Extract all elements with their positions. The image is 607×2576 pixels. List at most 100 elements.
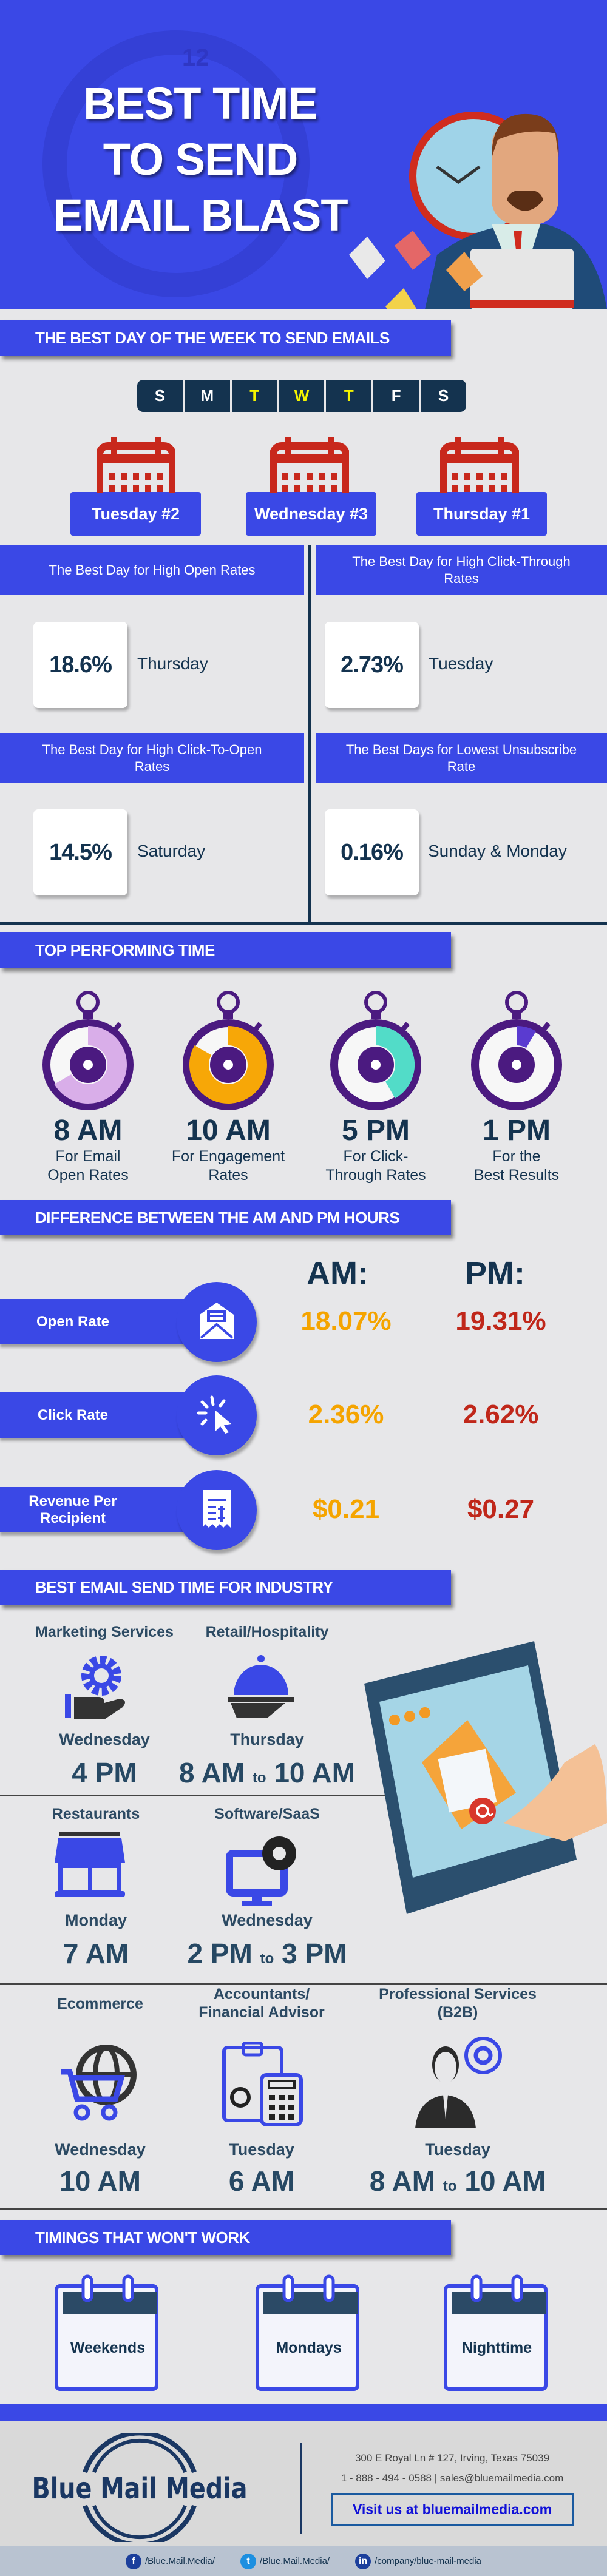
social-handle: /company/blue-mail-media	[375, 2556, 482, 2566]
social-linkedin[interactable]: in/company/blue-mail-media	[355, 2553, 482, 2569]
stat-heading: The Best Day for High Open Rates	[0, 545, 304, 595]
am-value: 2.36%	[308, 1400, 384, 1429]
industry-day: Monday	[64, 1911, 127, 1929]
top-time-desc: For Click-	[343, 1148, 409, 1165]
wont-work-calendar: Nighttime	[443, 2274, 551, 2392]
time-from: 2 PM	[187, 1938, 253, 1969]
social-bar: f/Blue.Mail.Media/ t/Blue.Mail.Media/ in…	[0, 2546, 607, 2576]
industry-day: Wednesday	[59, 1730, 150, 1748]
ranked-day-tuesday: Tuesday #2	[70, 492, 201, 536]
stat-day: Saturday	[137, 841, 206, 860]
time-from: 7 AM	[63, 1938, 129, 1969]
calendar-icon	[444, 2274, 548, 2391]
industry-name: Accountants/ Financial Advisor	[198, 1986, 325, 2021]
week-day-strip: S M T W T F S	[137, 380, 466, 412]
clock-number: 12	[182, 44, 209, 71]
stat-value: 2.73%	[325, 622, 419, 708]
industry-day: Tuesday	[229, 2140, 294, 2159]
businessman-illustration	[349, 112, 607, 309]
social-facebook[interactable]: f/Blue.Mail.Media/	[125, 2553, 215, 2569]
industry-time: 7 AM	[0, 1937, 199, 1970]
time-to: 10 AM	[464, 2165, 546, 2197]
metric-label: Open Rate	[0, 1299, 200, 1344]
industry-day: Wednesday	[222, 1911, 313, 1929]
industry-time: 10 AM	[0, 2165, 203, 2197]
industry-day: Tuesday	[425, 2140, 490, 2159]
calendar-icon	[270, 437, 349, 493]
email-link[interactable]: sales@bluemailmedia.com	[439, 2472, 564, 2484]
divider	[0, 1983, 607, 1985]
ranked-day-wednesday: Wednesday #3	[246, 492, 376, 536]
calendar-icon	[97, 437, 175, 493]
wont-work-label: Nighttime	[461, 2339, 532, 2356]
industry-time: 8 AM to 10 AM	[354, 2165, 561, 2197]
pm-value: 2.62%	[463, 1400, 539, 1429]
wont-work-label: Weekends	[70, 2339, 146, 2356]
stopwatch-icon	[42, 991, 134, 1110]
calendar-icon	[440, 437, 519, 493]
title-line: BEST TIME	[83, 78, 318, 129]
social-twitter[interactable]: t/Blue.Mail.Media/	[240, 2553, 330, 2569]
cursor-click-icon	[197, 1395, 236, 1437]
food-cloche-icon	[225, 1651, 297, 1727]
industry-time: 2 PM to 3 PM	[164, 1937, 370, 1970]
day-letter-highlighted: T	[326, 380, 374, 412]
stopwatch-item: 10 AM For Engagement Rates	[168, 989, 289, 1185]
title-line: EMAIL BLAST	[53, 190, 348, 240]
facebook-icon: f	[125, 2553, 141, 2569]
background-clock-icon: 12	[42, 30, 310, 297]
calendar-icon	[256, 2274, 359, 2391]
time-from: 4 PM	[72, 1757, 137, 1789]
stat-day: Sunday & Monday	[428, 841, 567, 860]
social-handle: /Blue.Mail.Media/	[260, 2556, 330, 2566]
to-word: to	[252, 1770, 266, 1786]
stat-day: Thursday	[137, 654, 208, 673]
industry-time: 6 AM	[158, 2165, 365, 2197]
wont-work-label: Mondays	[276, 2339, 342, 2356]
visit-website-button[interactable]: Visit us at bluemailmedia.com	[331, 2493, 574, 2526]
top-time-desc: Rates	[208, 1167, 248, 1184]
to-word: to	[443, 2178, 457, 2194]
industry-name: Professional Services (B2B)	[379, 1986, 537, 2021]
tablet-email-illustration	[364, 1641, 607, 1914]
pm-value: 19.31%	[455, 1306, 546, 1336]
clipboard-calculator-icon	[219, 2041, 304, 2129]
stopwatch-progress-arc	[375, 1026, 415, 1099]
industry-time: 4 PM	[1, 1756, 208, 1789]
open-envelope-icon	[198, 1301, 235, 1343]
am-heading: AM:	[307, 1255, 368, 1292]
top-time-desc: For the	[492, 1148, 541, 1165]
top-time-desc: For Email	[55, 1148, 121, 1165]
time-from: 8 AM	[369, 2165, 436, 2197]
stat-value: 0.16%	[325, 809, 419, 895]
wont-work-calendar: Mondays	[255, 2274, 362, 2392]
stat-value: 18.6%	[33, 622, 127, 708]
top-time: 5 PM	[341, 1114, 410, 1147]
day-letter: S	[438, 386, 449, 405]
top-time-desc: Open Rates	[47, 1167, 129, 1184]
section-header-am-pm: DIFFERENCE BETWEEN THE AM AND PM HOURS	[0, 1200, 451, 1235]
time-from: 8 AM	[178, 1757, 245, 1789]
industry-day: Thursday	[230, 1730, 304, 1748]
section-header-industry: BEST EMAIL SEND TIME FOR INDUSTRY	[0, 1570, 451, 1605]
footer: Blue Mail Media 300 E Royal Ln # 127, Ir…	[0, 2421, 607, 2546]
day-letter-highlighted: W	[279, 380, 327, 412]
pm-heading: PM:	[465, 1255, 525, 1292]
industry-name: Retail/Hospitality	[205, 1623, 329, 1640]
top-time-desc: Through Rates	[325, 1167, 426, 1184]
metric-label: Click Rate	[0, 1392, 200, 1438]
title-line: TO SEND	[103, 134, 299, 184]
time-from: 6 AM	[228, 2165, 295, 2197]
time-to: 10 AM	[274, 1757, 356, 1789]
horizontal-divider	[0, 922, 607, 925]
stopwatch-progress-arc	[516, 1025, 536, 1048]
top-time: 8 AM	[53, 1114, 123, 1147]
stopwatch-item: 8 AM For Email Open Rates	[27, 989, 149, 1185]
top-time: 10 AM	[186, 1114, 271, 1147]
top-time: 1 PM	[482, 1114, 551, 1147]
stopwatch-icon	[330, 991, 421, 1110]
receipt-icon	[200, 1488, 233, 1533]
time-to: 3 PM	[282, 1938, 347, 1969]
day-letter: F	[373, 380, 421, 412]
ranked-day-thursday: Thursday #1	[416, 492, 547, 536]
